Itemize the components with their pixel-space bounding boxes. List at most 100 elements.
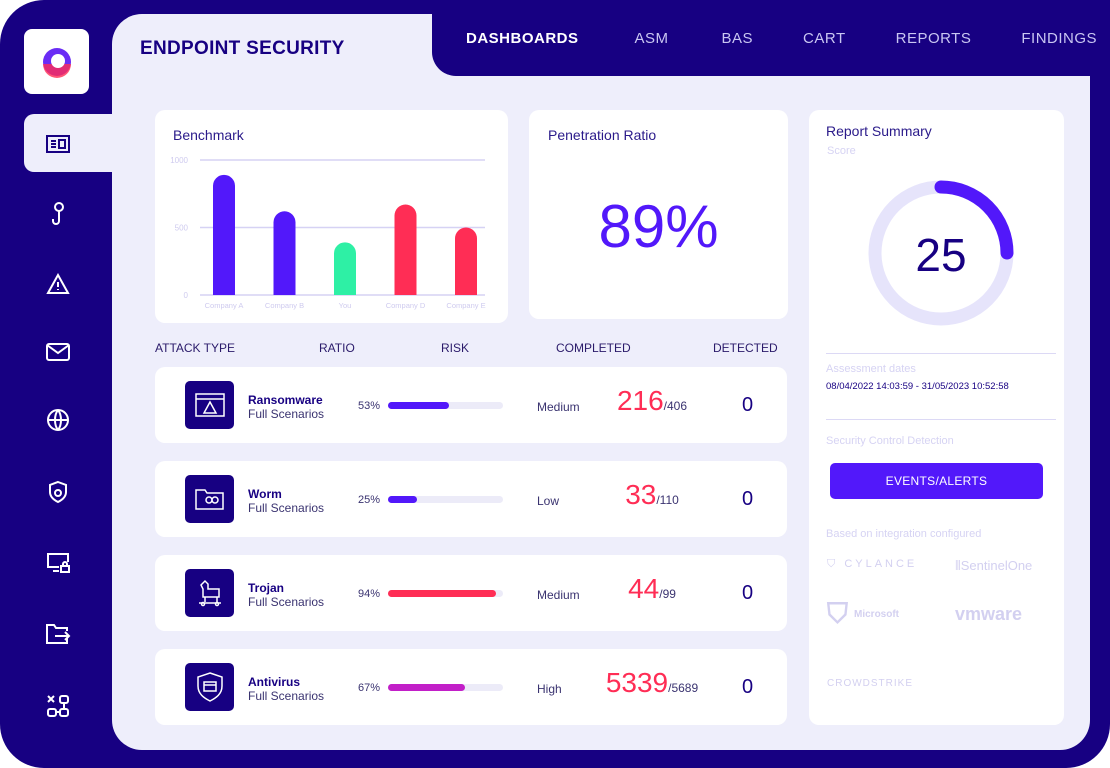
ratio-percent: 53%: [358, 400, 381, 412]
report-title: Report Summary: [826, 123, 932, 139]
y-tick-label: 0: [184, 291, 189, 300]
bar: [213, 174, 235, 295]
nav-bas[interactable]: BAS: [721, 29, 754, 47]
header-detected: DETECTED: [713, 341, 778, 355]
x-tick-label: Company A: [205, 301, 244, 310]
x-tick-label: Company E: [446, 301, 485, 310]
benchmark-card: Benchmark 0 500 1000 Company A Company B You C…: [155, 110, 508, 323]
bar: [455, 227, 477, 295]
attack-name: Worm: [248, 487, 282, 501]
top-nav: DASHBOARDS ASM BAS CART REPORTS FINDINGS: [432, 0, 1110, 76]
report-summary-card: Report Summary Score 25 Assessment dates…: [809, 110, 1064, 725]
bar: [334, 242, 356, 295]
bar: [273, 211, 296, 295]
sidebar-active-highlight: [24, 114, 124, 172]
table-row[interactable]: Worm Full Scenarios 25% Low 33/110 0: [155, 461, 787, 537]
detection-label: Security Control Detection: [826, 435, 954, 447]
monitor-lock-icon[interactable]: [44, 549, 72, 577]
completed-count: 5339/5689: [605, 667, 699, 698]
y-tick-label: 1000: [170, 156, 188, 165]
ratio-bar-fill: [388, 402, 449, 409]
attack-sub: Full Scenarios: [248, 689, 325, 703]
table-row[interactable]: Ransomware Full Scenarios 53% Medium 216…: [155, 367, 787, 443]
app-logo[interactable]: [24, 29, 89, 94]
ratio-percent: 67%: [358, 682, 381, 694]
penetration-title: Penetration Ratio: [548, 127, 657, 143]
divider: [826, 353, 1056, 354]
benchmark-title: Benchmark: [173, 127, 244, 143]
penetration-card: Penetration Ratio 89%: [529, 110, 788, 319]
assessment-dates: 08/04/2022 14:03:59 - 31/05/2023 10:52:5…: [826, 381, 1009, 392]
integration-label: Based on integration configured: [826, 528, 982, 540]
hook-icon[interactable]: [44, 200, 72, 228]
warning-icon[interactable]: [44, 270, 72, 298]
nav-cart[interactable]: CART: [803, 29, 846, 47]
table-row[interactable]: Antivirus Full Scenarios 67% High 5339/5…: [155, 649, 787, 725]
score-gauge: [868, 180, 1014, 326]
ratio-bar: [388, 402, 503, 409]
attack-sub: Full Scenarios: [248, 595, 325, 609]
bar: [394, 204, 417, 295]
events-alerts-button[interactable]: EVENTS/ALERTS: [830, 463, 1043, 499]
shield-fire-icon[interactable]: [44, 478, 72, 506]
globe-icon[interactable]: [44, 406, 72, 434]
penetration-value: 89%: [598, 193, 719, 260]
gauge-progress: [868, 180, 1014, 326]
ratio-bar-fill: [388, 684, 466, 691]
shield-window-icon: [185, 663, 234, 711]
table-row[interactable]: Trojan Full Scenarios 94% Medium 44/99 0: [155, 555, 787, 631]
attack-name: Antivirus: [248, 675, 301, 689]
ratio-percent: 94%: [358, 588, 381, 600]
y-tick-label: 500: [175, 224, 189, 233]
header-risk: RISK: [441, 341, 470, 355]
risk-level: Medium: [537, 588, 580, 602]
header-completed: COMPLETED: [556, 341, 631, 355]
dashboard-icon[interactable]: [44, 130, 72, 158]
detected-count: 0: [742, 582, 754, 604]
network-icon[interactable]: [44, 692, 72, 720]
ratio-percent: 25%: [358, 494, 381, 506]
nav-dashboards[interactable]: DASHBOARDS: [466, 29, 579, 47]
nav-asm[interactable]: ASM: [634, 29, 669, 47]
nav-findings[interactable]: FINDINGS: [1021, 29, 1098, 47]
score-value: 25: [915, 229, 967, 281]
completed-count: 216/406: [616, 385, 688, 416]
x-tick-label: Company B: [265, 301, 304, 310]
detected-count: 0: [742, 394, 754, 416]
browser-warning-icon: [185, 381, 234, 429]
ratio-bar-fill: [388, 590, 497, 597]
ratio-bar-fill: [388, 496, 417, 503]
header-attack-type: ATTACK TYPE: [155, 341, 236, 355]
ratio-bar: [388, 684, 503, 691]
divider: [826, 419, 1056, 420]
page-title: ENDPOINT SECURITY: [140, 38, 345, 59]
attack-sub: Full Scenarios: [248, 407, 325, 421]
x-tick-label: You: [339, 301, 352, 310]
completed-count: 33/110: [625, 479, 679, 510]
mail-icon[interactable]: [44, 338, 72, 366]
crowdstrike-logo: CROWDSTRIKE: [827, 678, 913, 689]
folder-export-icon[interactable]: [44, 620, 72, 648]
sentinelone-logo: ⦀SentinelOne: [955, 558, 1033, 573]
microsoft-logo: ⛉ Microsoft: [827, 598, 900, 629]
detected-count: 0: [742, 676, 754, 698]
header-ratio: RATIO: [319, 341, 355, 355]
nav-reports[interactable]: REPORTS: [895, 29, 972, 47]
risk-level: High: [537, 682, 562, 696]
detected-count: 0: [742, 488, 754, 510]
x-tick-label: Company D: [386, 301, 426, 310]
attack-name: Trojan: [248, 581, 285, 595]
trojan-horse-icon: [185, 569, 234, 617]
attack-sub: Full Scenarios: [248, 501, 325, 515]
vmware-logo: vmware: [955, 604, 1023, 624]
benchmark-chart: 0 500 1000 Company A Company B You Company D Co…: [170, 156, 485, 310]
risk-level: Low: [537, 494, 560, 508]
completed-count: 44/99: [628, 573, 676, 604]
cylance-logo: ⛉ CYLANCE: [827, 558, 918, 570]
risk-level: Medium: [537, 400, 580, 414]
dates-label: Assessment dates: [826, 363, 916, 375]
ratio-bar: [388, 590, 503, 597]
folder-worm-icon: [185, 475, 234, 523]
ratio-bar: [388, 496, 503, 503]
attack-name: Ransomware: [248, 393, 323, 407]
